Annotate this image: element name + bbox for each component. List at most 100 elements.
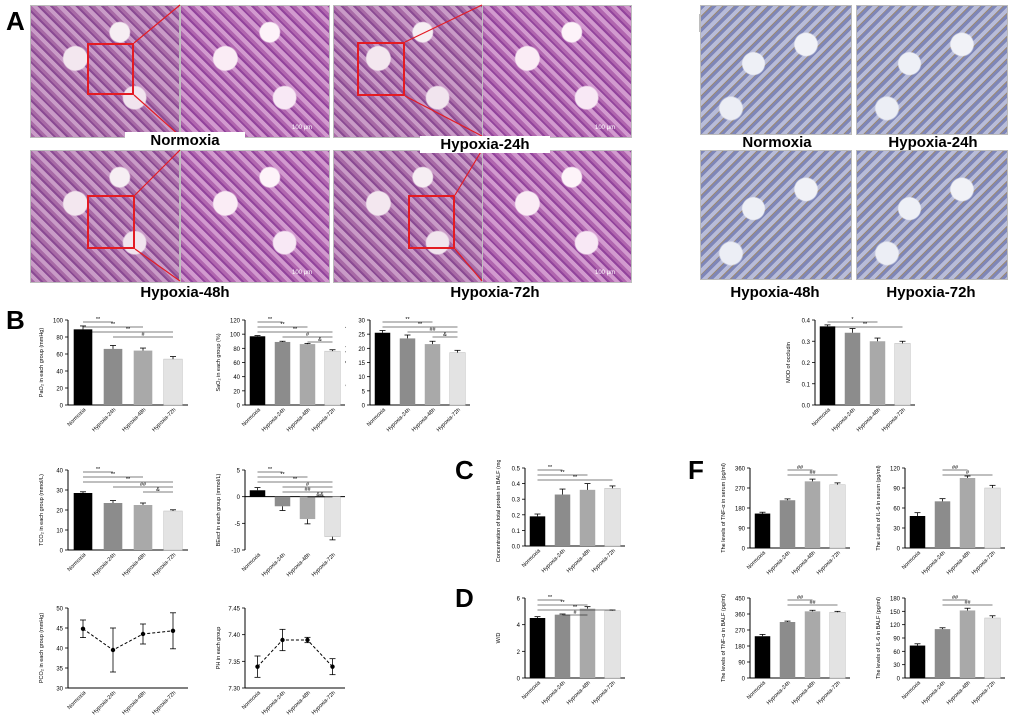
bar [133, 350, 153, 405]
significance-label: ## [140, 482, 147, 488]
y-tick-label: 270 [735, 629, 746, 635]
significance-label: ** [405, 317, 410, 323]
data-point [255, 664, 260, 669]
bar [299, 496, 316, 520]
ihc-image-normoxia [700, 5, 852, 135]
y-tick-label: 0.4 [512, 482, 521, 488]
ihc-label-normoxia: Normoxia [742, 134, 812, 151]
he-zoom-normoxia [180, 5, 330, 138]
significance-label: # [573, 610, 577, 616]
y-tick-label: 30 [893, 663, 900, 669]
chart-il6-balf: 0 30 60 90 120 150 180 The levels of IL-6 in BA… [876, 595, 1005, 706]
y-tick-label: 360 [735, 613, 746, 619]
significance-label: ** [573, 605, 578, 611]
bar [829, 611, 846, 679]
bar [959, 478, 976, 548]
x-tick-label: Hypoxia-48h [566, 680, 592, 706]
x-tick-label: Normoxia [67, 690, 89, 712]
y-tick-label: 30 [56, 687, 63, 693]
y-tick-label: 60 [233, 361, 240, 367]
y-tick-label: 450 [735, 597, 746, 603]
chart-ph: 7.30 7.35 7.40 7.45 PH in each group Normoxia… [216, 607, 345, 716]
x-tick-label: Hypoxia-72h [816, 680, 842, 706]
data-point [330, 664, 335, 669]
y-tick-label: 0.0 [802, 404, 811, 410]
chart-wd: 0 2 4 6 W/D NormoxiaHypoxia-24hHypoxia-48hHyp… [496, 595, 625, 706]
x-tick-label: Hypoxia-24h [261, 690, 287, 716]
y-tick-label: 7.40 [228, 633, 240, 639]
chart-tnf-serum: 0 90 180 270 360 The levels of TNF-α in serum… [721, 463, 850, 576]
significance-label: ** [548, 465, 553, 471]
x-tick-label: Normoxia [901, 550, 923, 572]
x-tick-label: Hypoxia-24h [386, 407, 412, 433]
y-tick-label: 80 [56, 336, 63, 342]
bar [869, 341, 886, 405]
roi-box-normoxia [87, 43, 134, 95]
y-tick-label: 180 [890, 597, 901, 603]
chart-hco3: 0 5 10 15 20 25 30 HCO₃ in each group (mmol/L) N… [345, 317, 470, 433]
series-line [82, 628, 174, 651]
x-tick-label: Hypoxia-24h [541, 548, 567, 574]
significance-label: ** [560, 470, 565, 476]
x-tick-label: Hypoxia-48h [946, 550, 972, 576]
data-point [110, 647, 116, 653]
significance-label: && [316, 492, 324, 498]
x-tick-label: Hypoxia-48h [286, 690, 312, 716]
x-tick-label: Normoxia [901, 680, 923, 702]
he-label-hypoxia-48h: Hypoxia-48h [140, 284, 230, 301]
x-tick-label: Hypoxia-24h [831, 407, 857, 433]
bar [449, 352, 466, 406]
significance-label: ** [268, 317, 273, 323]
bar [274, 341, 291, 405]
significance-label: ** [560, 600, 565, 606]
x-tick-label: Hypoxia-24h [766, 550, 792, 576]
bar [274, 496, 291, 507]
y-axis-label: The levels of TNF-α in serum (pg/ml) [721, 463, 727, 553]
he-zoom-hypoxia-72h [482, 150, 632, 283]
y-tick-label: 5 [237, 469, 241, 475]
bar [804, 481, 821, 548]
y-tick-label: 0.1 [802, 382, 811, 388]
y-tick-label: 20 [56, 387, 63, 393]
y-tick-label: 7.30 [228, 687, 240, 693]
bar [133, 505, 153, 550]
bar [554, 494, 571, 546]
data-point [170, 628, 176, 633]
significance-label: ## [952, 595, 959, 601]
x-tick-label: Hypoxia-72h [971, 550, 997, 576]
ihc-image-hypoxia-48h [700, 150, 852, 280]
y-tick-label: 100 [53, 319, 64, 325]
x-tick-label: Hypoxia-48h [286, 552, 312, 578]
bar [579, 489, 596, 546]
y-tick-label: 0 [897, 677, 901, 683]
bar [604, 488, 621, 547]
x-tick-label: Normoxia [67, 407, 89, 429]
significance-label: ## [964, 600, 971, 606]
chart-tco2: 0 10 20 30 40 TCO₂ in each group (mmol/L) Norm… [39, 467, 188, 578]
x-tick-label: Normoxia [746, 550, 768, 572]
y-axis-label: PH in each group [216, 627, 222, 670]
y-tick-label: 90 [738, 661, 745, 667]
y-tick-label: 0.5 [512, 467, 521, 473]
significance-label: ** [96, 467, 101, 473]
y-tick-label: 10 [358, 375, 365, 381]
panel-label-d: D [455, 583, 474, 613]
roi-box-hypoxia-24h [357, 42, 405, 96]
y-axis-label: TCO₂ in each group (mmol/L) [39, 474, 45, 546]
y-tick-label: 30 [893, 527, 900, 533]
y-axis-label: SaO₂ in each group (%) [216, 333, 222, 391]
y-tick-label: 180 [735, 645, 746, 651]
y-tick-label: 270 [735, 487, 746, 493]
x-tick-label: Normoxia [811, 407, 833, 429]
x-tick-label: Normoxia [67, 552, 89, 574]
significance-label: ## [429, 327, 436, 333]
significance-label: ** [111, 322, 116, 328]
y-tick-label: 90 [893, 487, 900, 493]
bar [829, 484, 846, 549]
y-tick-label: 15 [358, 361, 365, 367]
bar [844, 332, 861, 405]
y-tick-label: 20 [233, 389, 240, 395]
bar [804, 611, 821, 678]
ihc-label-hypoxia-24h: Hypoxia-24h [888, 134, 978, 151]
x-tick-label: Hypoxia-24h [921, 550, 947, 576]
